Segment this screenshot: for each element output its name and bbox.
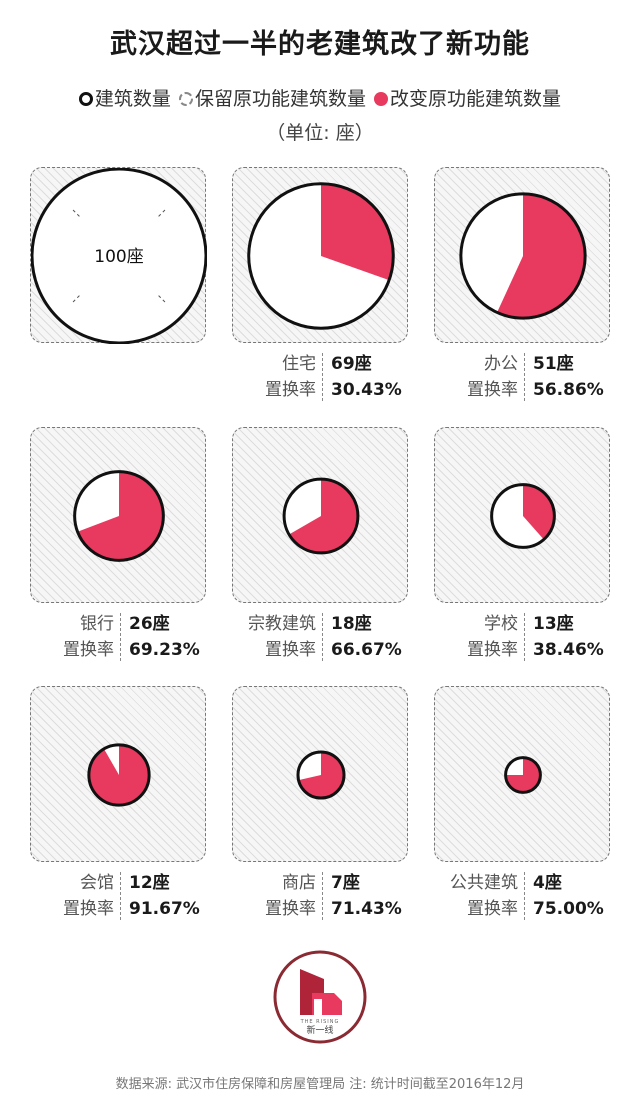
rate-label-2: 置换率 bbox=[63, 640, 114, 660]
category-name-5: 会馆 bbox=[80, 873, 114, 893]
category-name-1: 办公 bbox=[484, 354, 518, 374]
pie-slice-change-0 bbox=[321, 183, 394, 281]
pie-svg-1 bbox=[459, 192, 587, 320]
pie-card-4 bbox=[434, 427, 610, 603]
pie-svg-0 bbox=[247, 182, 395, 330]
category-count-4: 13座 bbox=[533, 614, 574, 634]
category-rate-2: 69.23% bbox=[129, 640, 200, 660]
pie-svg-7 bbox=[504, 756, 542, 794]
category-count-1: 51座 bbox=[533, 354, 574, 374]
label-divider-7 bbox=[524, 872, 525, 920]
legend-item-change: 改变原功能建筑数量 bbox=[374, 84, 561, 111]
label-divider-4 bbox=[524, 613, 525, 661]
category-name-7: 公共建筑 bbox=[450, 873, 518, 893]
category-count-7: 4座 bbox=[533, 873, 562, 893]
label-divider-3 bbox=[322, 613, 323, 661]
pie-svg-4 bbox=[490, 483, 556, 549]
logo-brand-small: THE RISING bbox=[300, 1019, 340, 1025]
pie-card-3 bbox=[232, 427, 408, 603]
pie-slice-change-2 bbox=[77, 471, 164, 561]
category-rate-0: 30.43% bbox=[331, 380, 402, 400]
category-rate-4: 38.46% bbox=[533, 640, 604, 660]
category-name-0: 住宅 bbox=[282, 354, 316, 374]
label-divider-1 bbox=[524, 353, 525, 401]
label-divider-6 bbox=[322, 872, 323, 920]
legend-swatch-total bbox=[78, 92, 93, 106]
logo: THE RISING 新一线 bbox=[273, 950, 367, 1044]
legend-label-change: 改变原功能建筑数量 bbox=[390, 88, 562, 110]
category-rate-7: 75.00% bbox=[533, 899, 604, 919]
pie-outline-6 bbox=[296, 750, 346, 800]
pie-card-reference: 100座 bbox=[30, 167, 207, 344]
category-name-3: 宗教建筑 bbox=[248, 614, 316, 634]
pie-slice-change-4 bbox=[523, 484, 555, 540]
pie-slice-change-1 bbox=[497, 193, 586, 319]
pie-svg-2 bbox=[73, 470, 165, 562]
pie-slice-change-7 bbox=[505, 757, 541, 793]
legend-item-keep: 保留原功能建筑数量 bbox=[178, 84, 366, 111]
legend-swatch-change bbox=[374, 92, 389, 106]
pie-card-1 bbox=[434, 167, 610, 343]
pie-card-6 bbox=[232, 686, 408, 862]
pie-card-7 bbox=[434, 686, 610, 862]
pie-outline-1 bbox=[459, 192, 587, 320]
pie-card-2 bbox=[30, 427, 206, 603]
category-count-0: 69座 bbox=[331, 354, 372, 374]
logo-notch bbox=[314, 999, 322, 1015]
category-rate-5: 91.67% bbox=[129, 899, 200, 919]
pie-reference-label: 100座 bbox=[94, 247, 143, 267]
pie-svg-3 bbox=[282, 477, 360, 555]
chart-title: 武汉超过一半的老建筑改了新功能 bbox=[110, 29, 530, 60]
pie-reference-svg: 100座 bbox=[31, 168, 207, 344]
category-count-2: 26座 bbox=[129, 614, 170, 634]
rate-label-7: 置换率 bbox=[467, 899, 518, 919]
data-source: 数据来源: 武汉市住房保障和房屋管理局 注: 统计时间截至2016年12月 bbox=[115, 1077, 525, 1092]
pie-slice-change-5 bbox=[88, 744, 150, 806]
category-rate-6: 71.43% bbox=[331, 899, 402, 919]
pie-reference-tick bbox=[71, 208, 80, 217]
pie-slice-change-3 bbox=[289, 479, 358, 553]
rate-label-5: 置换率 bbox=[63, 899, 114, 919]
pie-card-5 bbox=[30, 686, 206, 862]
pie-reference-tick bbox=[71, 295, 80, 304]
category-name-4: 学校 bbox=[484, 614, 518, 634]
pie-reference-circle bbox=[31, 168, 207, 344]
category-rate-1: 56.86% bbox=[533, 380, 604, 400]
rate-label-4: 置换率 bbox=[467, 640, 518, 660]
rate-label-6: 置换率 bbox=[265, 899, 316, 919]
pie-outline-4 bbox=[490, 483, 556, 549]
rate-label-0: 置换率 bbox=[265, 380, 316, 400]
legend-item-total: 建筑数量 bbox=[78, 84, 171, 111]
category-name-6: 商店 bbox=[282, 873, 316, 893]
legend-label-keep: 保留原功能建筑数量 bbox=[194, 88, 366, 110]
label-divider-0 bbox=[322, 353, 323, 401]
category-count-3: 18座 bbox=[331, 614, 372, 634]
rate-label-1: 置换率 bbox=[467, 380, 518, 400]
pie-outline-5 bbox=[87, 743, 151, 807]
category-name-2: 银行 bbox=[80, 614, 114, 634]
pie-card-0 bbox=[232, 167, 408, 343]
pie-outline-3 bbox=[282, 477, 360, 555]
pie-svg-5 bbox=[87, 743, 151, 807]
legend-label-total: 建筑数量 bbox=[94, 88, 171, 110]
pie-reference-tick bbox=[158, 208, 167, 217]
pie-slice-change-6 bbox=[298, 751, 345, 799]
category-count-5: 12座 bbox=[129, 873, 170, 893]
pie-svg-6 bbox=[296, 750, 346, 800]
pie-outline-0 bbox=[247, 182, 395, 330]
pie-reference-tick bbox=[158, 295, 167, 304]
label-divider-2 bbox=[120, 613, 121, 661]
unit-label: （单位: 座） bbox=[266, 122, 374, 144]
logo-brand-name: 新一线 bbox=[306, 1024, 333, 1036]
legend: 建筑数量 保留原功能建筑数量 改变原功能建筑数量 bbox=[0, 84, 640, 111]
legend-swatch-keep bbox=[178, 92, 193, 106]
rate-label-3: 置换率 bbox=[265, 640, 316, 660]
pie-outline-2 bbox=[73, 470, 165, 562]
category-rate-3: 66.67% bbox=[331, 640, 402, 660]
label-divider-5 bbox=[120, 872, 121, 920]
category-count-6: 7座 bbox=[331, 873, 360, 893]
pie-outline-7 bbox=[504, 756, 542, 794]
